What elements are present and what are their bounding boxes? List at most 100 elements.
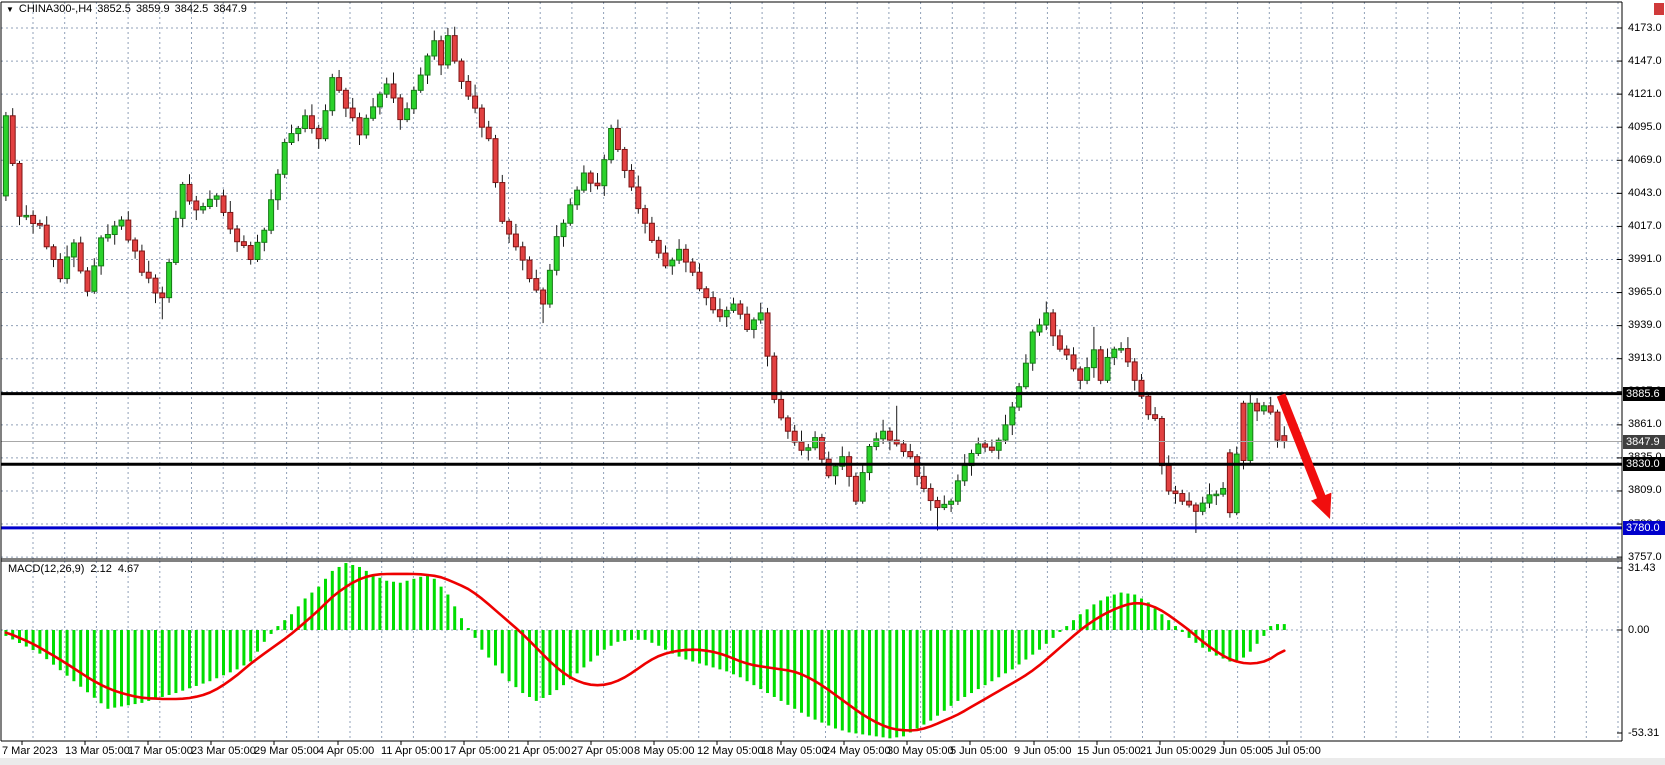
price-tick-label: 3939.0 — [1628, 319, 1662, 332]
macd-histogram-bar — [419, 576, 423, 630]
macd-histogram-bar — [1044, 630, 1048, 644]
macd-histogram-bar — [188, 630, 191, 689]
candle-body — [240, 241, 247, 247]
candle-body — [737, 303, 744, 315]
candle-body — [111, 225, 118, 235]
trend-arrow-shaft — [1276, 393, 1327, 503]
macd-histogram-bar — [344, 563, 348, 630]
candle-body — [839, 456, 846, 467]
candle-body — [533, 278, 540, 291]
quote-open: 3852.5 — [97, 3, 131, 15]
candle-body — [274, 173, 281, 201]
candle-body — [512, 233, 519, 248]
bottom-strip — [0, 758, 1665, 765]
macd-histogram-bar — [677, 630, 681, 657]
macd-histogram-bar — [732, 630, 735, 675]
macd-histogram-bar — [582, 630, 586, 668]
price-tick-label: 4069.0 — [1628, 153, 1662, 166]
macd-histogram-bar — [1092, 604, 1096, 630]
candle-body — [941, 503, 948, 509]
macd-histogram-bar — [779, 630, 783, 701]
macd-histogram-bar — [487, 630, 491, 658]
macd-histogram-bar — [290, 614, 293, 630]
candle-body — [628, 169, 635, 188]
macd-histogram-bar — [1201, 630, 1205, 648]
time-axis-label: 18 May 05:00 — [761, 745, 828, 757]
macd-histogram-bar — [1058, 630, 1062, 632]
candle-body — [485, 126, 492, 140]
macd-histogram-bar — [405, 580, 409, 630]
macd-histogram-bar — [494, 630, 497, 666]
candle-body — [784, 417, 791, 432]
candle-body — [1179, 493, 1186, 502]
macd-histogram-bar — [949, 630, 953, 706]
candle-body — [1192, 504, 1199, 512]
macd-histogram-bar — [1160, 614, 1164, 630]
macd-histogram-bar — [589, 630, 593, 662]
macd-histogram-bar — [1242, 630, 1245, 658]
time-axis-label: 4 Apr 05:00 — [318, 745, 375, 757]
macd-histogram-bar — [1078, 614, 1082, 630]
symbol-dropdown-icon[interactable]: ▼ — [6, 4, 14, 14]
candle-body — [1118, 348, 1125, 351]
candle-body — [948, 500, 955, 505]
candle-body — [546, 269, 553, 305]
macd-histogram-bar — [364, 570, 368, 630]
macd-histogram-bar — [126, 630, 130, 706]
macd-histogram-bar — [31, 630, 35, 651]
macd-histogram-bar — [609, 630, 613, 646]
candle-body — [342, 89, 349, 109]
candle-body — [302, 115, 309, 129]
macd-histogram-bar — [140, 630, 144, 703]
macd-histogram-bar — [392, 581, 395, 630]
macd-histogram-bar — [704, 630, 708, 666]
candle-body — [1104, 356, 1111, 381]
macd-histogram-bar — [711, 630, 715, 668]
macd-histogram-bar — [861, 630, 865, 735]
candle-body — [1070, 354, 1077, 370]
candle-body — [1084, 367, 1091, 381]
macd-histogram-bar — [1167, 620, 1171, 630]
candle-body — [710, 297, 717, 311]
candle-body — [186, 183, 193, 202]
macd-histogram-bar — [602, 630, 606, 650]
candle-body — [1199, 502, 1206, 512]
candle-body — [873, 438, 880, 447]
macd-histogram-bar — [691, 630, 695, 662]
macd-histogram-bar — [1126, 593, 1130, 630]
candle-body — [812, 437, 819, 449]
time-axis-label: 30 May 05:00 — [887, 745, 954, 757]
candle-body — [1172, 490, 1179, 495]
macd-histogram-bar — [228, 630, 232, 673]
macd-histogram-bar — [664, 630, 667, 650]
macd-histogram-bar — [351, 564, 355, 630]
macd-histogram-bar — [1010, 630, 1014, 670]
candle-body — [1240, 402, 1247, 461]
candle-body — [172, 217, 179, 263]
macd-histogram-bar — [1282, 624, 1286, 630]
candle-body — [1233, 453, 1240, 514]
candle-body — [492, 138, 499, 184]
candle-body — [2, 115, 9, 197]
macd-histogram-bar — [1276, 624, 1279, 630]
macd-tick-label: -53.31 — [1628, 726, 1660, 739]
candle-body — [662, 252, 669, 267]
quote-low: 3842.5 — [174, 3, 209, 15]
candle-body — [206, 198, 213, 208]
candle-body — [50, 246, 57, 261]
candle-body — [118, 219, 125, 227]
candle-body — [757, 312, 764, 321]
candle-body — [1165, 465, 1172, 492]
macd-histogram-bar — [1208, 630, 1211, 652]
price-tick-label: 3991.0 — [1628, 252, 1662, 265]
candle-body — [23, 214, 30, 218]
candle-body — [1145, 395, 1152, 416]
macd-histogram-bar — [738, 630, 742, 678]
candle-body — [390, 83, 397, 99]
macd-histogram-bar — [24, 630, 28, 647]
macd-histogram-bar — [52, 630, 55, 665]
candle-body — [1213, 493, 1220, 497]
candle-body — [886, 430, 893, 441]
